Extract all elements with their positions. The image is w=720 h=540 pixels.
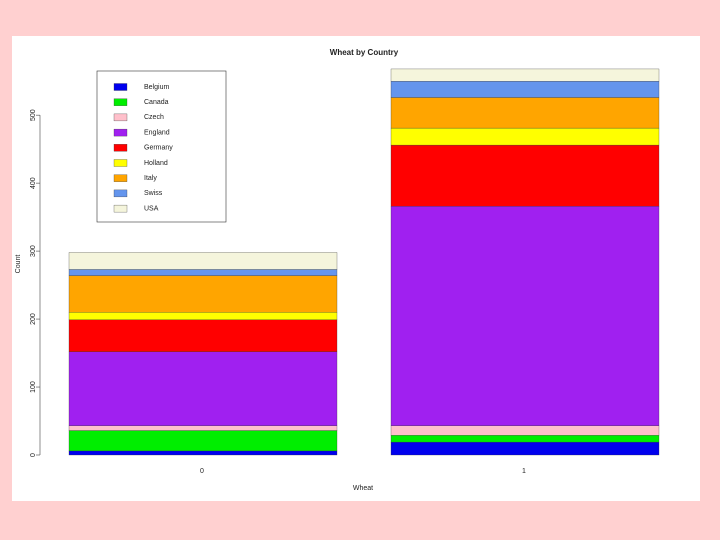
legend-swatch — [113, 113, 128, 122]
legend-swatch — [113, 189, 128, 198]
bar-segment — [68, 252, 338, 270]
bar-segment — [390, 435, 660, 443]
x-tick-label: 0 — [200, 468, 204, 475]
x-tick-label: 1 — [522, 468, 526, 475]
legend-label: England — [144, 129, 170, 136]
bar-segment — [390, 206, 660, 426]
x-axis-label: Wheat — [353, 485, 373, 492]
legend-swatch — [113, 174, 128, 182]
y-tick-label: 500 — [30, 109, 37, 121]
chart-title: Wheat by Country — [330, 48, 399, 57]
bar-segment — [68, 275, 338, 313]
legend-label: Canada — [144, 99, 169, 106]
bar-segment — [68, 269, 338, 276]
legend-label: Italy — [144, 175, 157, 182]
legend-swatch — [113, 144, 128, 152]
y-tick-label: 400 — [30, 177, 37, 189]
legend-label: USA — [144, 205, 159, 212]
bar-segment — [390, 97, 660, 129]
legend-label: Germany — [144, 145, 173, 152]
legend-label: Belgium — [144, 84, 169, 91]
bar-segment — [390, 68, 660, 82]
legend-label: Holland — [144, 160, 168, 167]
bar-segment — [390, 441, 660, 456]
legend-swatch — [113, 159, 128, 167]
legend-swatch — [113, 98, 128, 106]
legend-swatch — [113, 128, 128, 137]
bar-segment — [68, 351, 338, 426]
legend-label: Czech — [144, 114, 164, 121]
bar-segment — [68, 425, 338, 431]
legend-label: Swiss — [144, 190, 163, 197]
y-tick-label: 200 — [30, 313, 37, 325]
bar-segment — [390, 127, 660, 146]
y-tick-label: 100 — [30, 381, 37, 393]
bar-segment — [68, 312, 338, 320]
y-tick-label: 300 — [30, 245, 37, 257]
bar-segment — [68, 319, 338, 352]
legend-swatch — [113, 204, 128, 213]
bar-segment — [390, 144, 660, 207]
legend-swatch — [113, 83, 128, 91]
y-axis-label: Count — [15, 255, 22, 274]
bar-segment — [390, 425, 660, 436]
bar-segment — [68, 450, 338, 456]
bar-segment — [390, 81, 660, 98]
bar-segment — [68, 430, 338, 452]
y-tick-label: 0 — [30, 453, 37, 457]
